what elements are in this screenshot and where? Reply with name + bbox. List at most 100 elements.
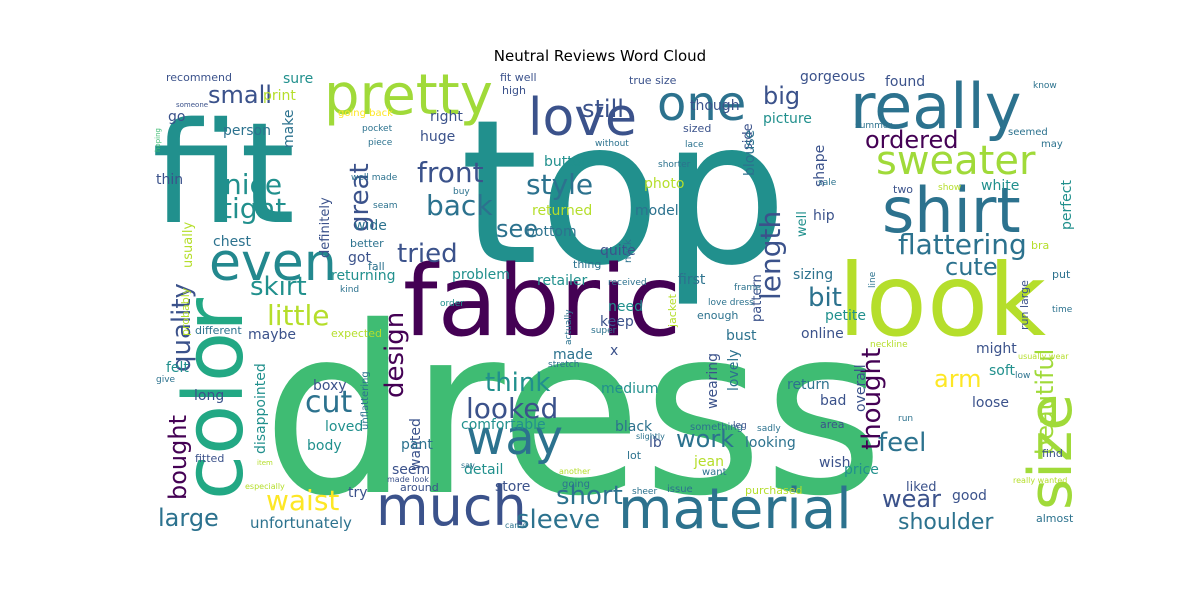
word-store: store: [495, 479, 530, 495]
word-boxy: boxy: [313, 378, 347, 394]
word-bad: bad: [820, 393, 846, 409]
word-design: design: [380, 312, 410, 398]
word-run-large: run large: [1018, 280, 1031, 330]
word-ordered: ordered: [865, 126, 958, 154]
word-keep: keep: [600, 314, 634, 330]
word-made: made: [553, 347, 593, 363]
word-front: front: [417, 156, 484, 189]
word-going-back: going back: [338, 108, 393, 119]
word-came: came: [505, 521, 527, 530]
word-wear: wear: [882, 485, 941, 513]
word-dress: dress: [262, 277, 884, 547]
word-material: material: [618, 477, 852, 542]
word-petite: petite: [825, 308, 866, 324]
word-lb: lb: [649, 435, 662, 451]
word-picture: picture: [763, 111, 812, 127]
word-think: think: [485, 368, 550, 398]
word-sweater: sweater: [876, 138, 1036, 184]
word-low: low: [1015, 371, 1030, 381]
word-kind: kind: [340, 285, 359, 295]
word-waist: waist: [266, 484, 339, 517]
chart-title: Neutral Reviews Word Cloud: [493, 47, 707, 65]
word-need: need: [608, 299, 643, 315]
word-sizing: sizing: [793, 267, 833, 283]
word-someone: someone: [176, 101, 208, 109]
word-nice: nice: [224, 168, 282, 201]
word-retailer: retailer: [537, 273, 588, 289]
word-perfect: perfect: [1059, 180, 1075, 230]
word-back: back: [426, 189, 493, 222]
word-well-made: well made: [351, 173, 398, 183]
word-comfortable: comfortable: [461, 417, 546, 433]
word-issue: issue: [667, 484, 693, 495]
word-well: well: [795, 211, 810, 237]
word-order: order: [440, 299, 464, 309]
word-two: two: [893, 183, 913, 196]
word-style: style: [526, 168, 593, 201]
word-sale: sale: [818, 178, 837, 188]
word-hoping: hoping: [154, 128, 162, 152]
word-good: good: [952, 488, 987, 504]
word-liked: liked: [906, 480, 937, 495]
word-quite: quite: [600, 243, 636, 259]
word-much: much: [376, 475, 527, 538]
word-little: little: [267, 299, 330, 332]
word-fall: fall: [368, 260, 385, 273]
word-buy: buy: [453, 187, 470, 197]
word-short: short: [556, 481, 623, 511]
word-purchased: purchased: [745, 484, 802, 497]
word-soft: soft: [989, 363, 1016, 379]
word-lace: lace: [685, 140, 704, 150]
word-shape: shape: [812, 145, 828, 187]
word-photo: photo: [644, 176, 684, 192]
word-show: show: [938, 183, 961, 193]
word-thin: thin: [156, 172, 183, 188]
word-fabric: fabric: [403, 245, 681, 359]
word-bought: bought: [164, 415, 192, 500]
word-frame: frame: [734, 283, 761, 293]
word-pattern: pattern: [750, 274, 765, 322]
word-skirt: skirt: [250, 272, 307, 302]
word-still: still: [582, 95, 624, 123]
word-shoulder: shoulder: [898, 510, 994, 535]
word-overall: overall: [853, 364, 869, 412]
word-though: though: [690, 98, 740, 114]
word-sheer: sheer: [632, 487, 657, 497]
word-feel: feel: [878, 428, 926, 458]
word-usually-wear: usually wear: [1018, 352, 1069, 361]
word-want: want: [702, 467, 727, 478]
word-side: side: [741, 123, 756, 150]
word-price: price: [844, 462, 879, 478]
word-stretch: stretch: [548, 360, 579, 370]
word-another: another: [559, 467, 591, 476]
word-felt: felt: [166, 360, 189, 376]
word-try: try: [348, 485, 368, 501]
word-fit-well: fit well: [500, 71, 537, 84]
word-even: even: [209, 233, 337, 293]
word-shirt: shirt: [882, 174, 1021, 247]
word-online: online: [801, 326, 844, 342]
word-unfortunately: unfortunately: [250, 514, 352, 532]
word-know: know: [1033, 81, 1057, 91]
word-something: something: [690, 422, 743, 433]
word-top: top: [460, 77, 788, 310]
word-recommend: recommend: [166, 71, 232, 84]
word-black: black: [615, 419, 653, 435]
word-found: found: [885, 74, 925, 90]
word-line: line: [868, 271, 878, 288]
word-chest: chest: [213, 234, 251, 250]
word-sleeve: sleeve: [516, 505, 600, 535]
word-bit: bit: [808, 283, 842, 313]
word-work: work: [676, 425, 734, 453]
word-problem: problem: [452, 267, 510, 283]
word-neckline: neckline: [870, 340, 908, 350]
word-loose: loose: [972, 395, 1009, 411]
word-fit: fit: [152, 93, 295, 256]
word-seemed: seemed: [1008, 127, 1048, 138]
word-arm: arm: [934, 365, 982, 393]
word-high: high: [502, 84, 526, 97]
word-seem: seem: [392, 462, 430, 478]
word-shorter: shorter: [658, 160, 691, 170]
word-say: say: [461, 461, 475, 470]
